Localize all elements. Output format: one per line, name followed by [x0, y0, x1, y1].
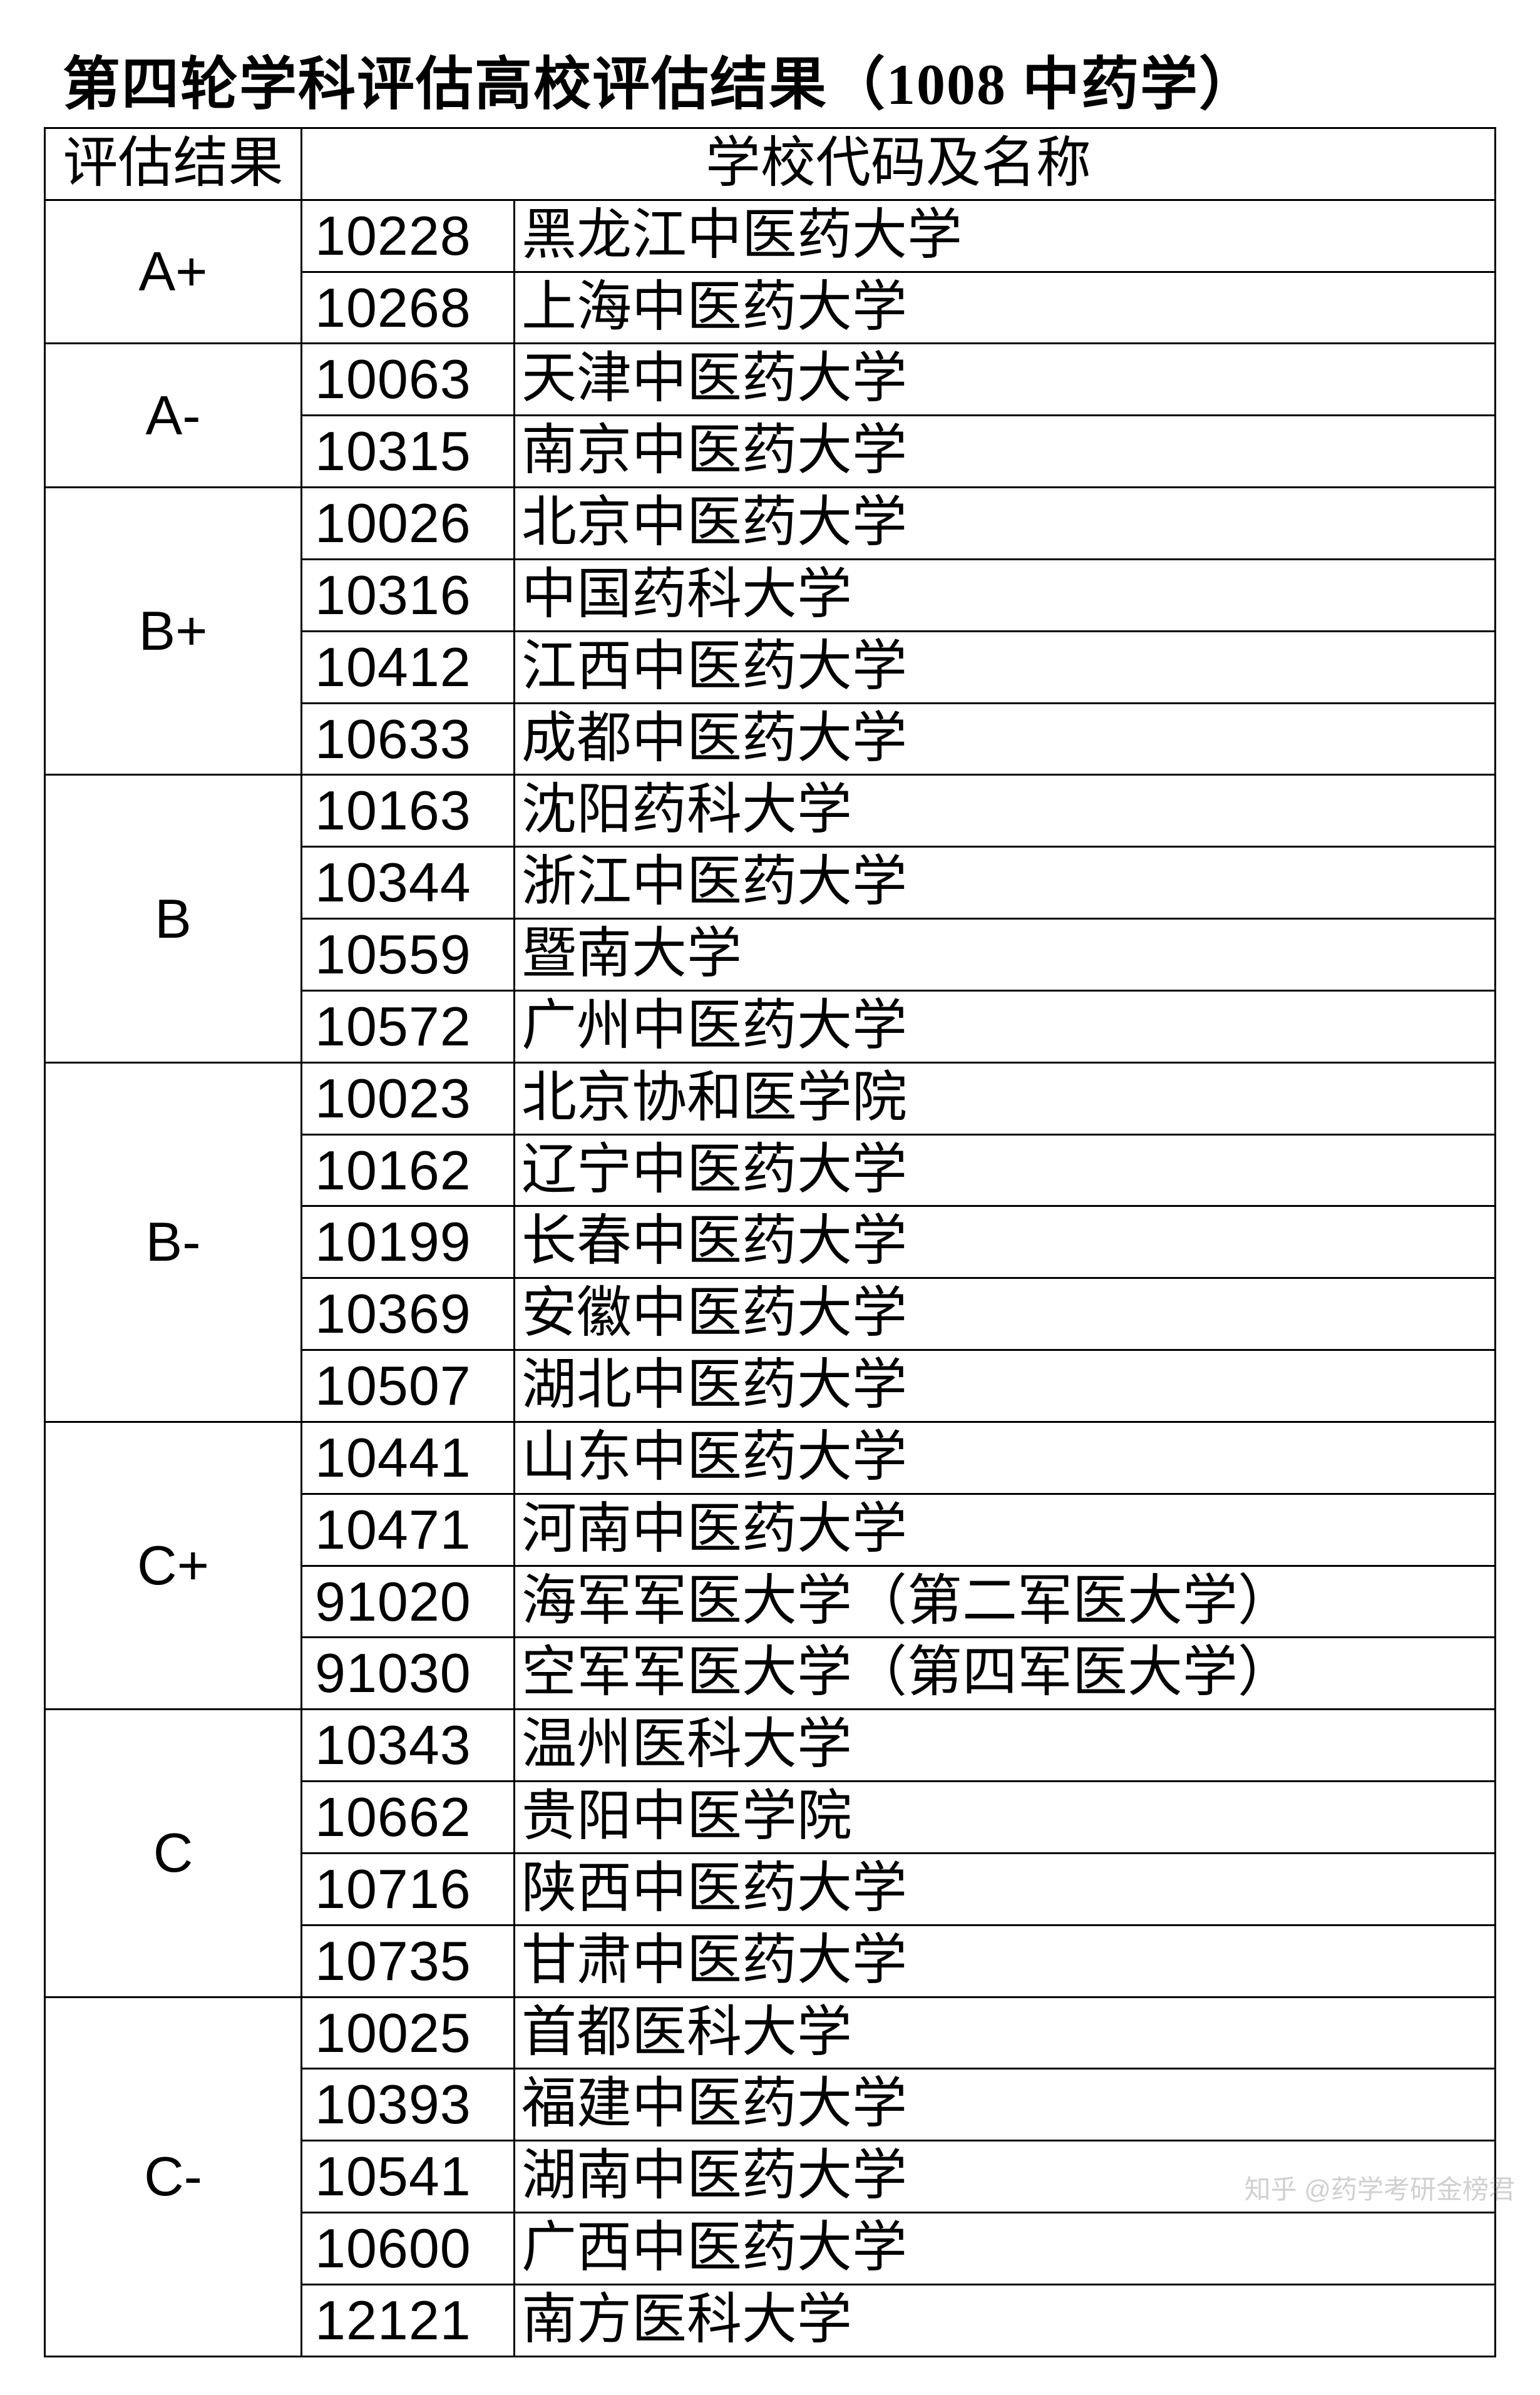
- code-cell: 10163: [302, 775, 515, 847]
- table-row: C10343温州医科大学: [45, 1710, 1496, 1782]
- evaluation-table: 评估结果 学校代码及名称 A+10228黑龙江中医药大学10268上海中医药大学…: [44, 127, 1496, 2357]
- table-row: B+10026北京中医药大学: [45, 488, 1496, 560]
- name-cell: 贵阳中医学院: [515, 1782, 1496, 1854]
- name-cell: 广西中医药大学: [515, 2213, 1496, 2285]
- code-cell: 10025: [302, 1997, 515, 2069]
- table-header-row: 评估结果 学校代码及名称: [45, 128, 1496, 200]
- name-cell: 山东中医药大学: [515, 1422, 1496, 1494]
- name-cell: 北京协和医学院: [515, 1062, 1496, 1134]
- code-cell: 10369: [302, 1278, 515, 1350]
- grade-cell: C-: [45, 1997, 302, 2356]
- name-cell: 首都医科大学: [515, 1997, 1496, 2069]
- code-cell: 10507: [302, 1350, 515, 1422]
- grade-cell: A+: [45, 200, 302, 344]
- name-cell: 温州医科大学: [515, 1710, 1496, 1782]
- code-cell: 10268: [302, 272, 515, 344]
- name-cell: 上海中医药大学: [515, 272, 1496, 344]
- table-row: A+10228黑龙江中医药大学: [45, 200, 1496, 272]
- table-row: C-10025首都医科大学: [45, 1997, 1496, 2069]
- code-cell: 10315: [302, 416, 515, 488]
- table-row: B10163沈阳药科大学: [45, 775, 1496, 847]
- name-cell: 辽宁中医药大学: [515, 1134, 1496, 1206]
- code-cell: 10316: [302, 559, 515, 631]
- code-cell: 10343: [302, 1710, 515, 1782]
- name-cell: 湖北中医药大学: [515, 1350, 1496, 1422]
- name-cell: 北京中医药大学: [515, 488, 1496, 560]
- name-cell: 中国药科大学: [515, 559, 1496, 631]
- code-cell: 10023: [302, 1062, 515, 1134]
- grade-cell: B: [45, 775, 302, 1062]
- name-cell: 陕西中医药大学: [515, 1853, 1496, 1925]
- name-cell: 南方医科大学: [515, 2284, 1496, 2356]
- name-cell: 天津中医药大学: [515, 344, 1496, 416]
- code-cell: 10162: [302, 1134, 515, 1206]
- header-school: 学校代码及名称: [302, 128, 1496, 200]
- code-cell: 10735: [302, 1925, 515, 1997]
- grade-cell: B+: [45, 488, 302, 775]
- code-cell: 10412: [302, 631, 515, 703]
- name-cell: 空军军医大学（第四军医大学）: [515, 1638, 1496, 1710]
- watermark-text: 知乎 @药学考研金榜君: [1245, 2168, 1515, 2207]
- code-cell: 10662: [302, 1782, 515, 1854]
- grade-cell: C: [45, 1710, 302, 1997]
- code-cell: 10063: [302, 344, 515, 416]
- code-cell: 12121: [302, 2284, 515, 2356]
- code-cell: 91030: [302, 1638, 515, 1710]
- code-cell: 10228: [302, 200, 515, 272]
- name-cell: 南京中医药大学: [515, 416, 1496, 488]
- code-cell: 10441: [302, 1422, 515, 1494]
- code-cell: 10541: [302, 2141, 515, 2213]
- code-cell: 10559: [302, 919, 515, 991]
- name-cell: 浙江中医药大学: [515, 847, 1496, 919]
- name-cell: 河南中医药大学: [515, 1494, 1496, 1566]
- code-cell: 10716: [302, 1853, 515, 1925]
- name-cell: 暨南大学: [515, 919, 1496, 991]
- name-cell: 广州中医药大学: [515, 990, 1496, 1062]
- table-row: C+10441山东中医药大学: [45, 1422, 1496, 1494]
- code-cell: 10600: [302, 2213, 515, 2285]
- grade-cell: B-: [45, 1062, 302, 1422]
- name-cell: 海军军医大学（第二军医大学）: [515, 1566, 1496, 1638]
- grade-cell: A-: [45, 344, 302, 488]
- code-cell: 10026: [302, 488, 515, 560]
- name-cell: 江西中医药大学: [515, 631, 1496, 703]
- name-cell: 沈阳药科大学: [515, 775, 1496, 847]
- name-cell: 福建中医药大学: [515, 2069, 1496, 2141]
- name-cell: 安徽中医药大学: [515, 1278, 1496, 1350]
- page-title: 第四轮学科评估高校评估结果（1008 中药学）: [44, 38, 1496, 121]
- code-cell: 10344: [302, 847, 515, 919]
- code-cell: 10393: [302, 2069, 515, 2141]
- name-cell: 甘肃中医药大学: [515, 1925, 1496, 1997]
- code-cell: 10572: [302, 990, 515, 1062]
- code-cell: 10633: [302, 703, 515, 775]
- grade-cell: C+: [45, 1422, 302, 1709]
- code-cell: 91020: [302, 1566, 515, 1638]
- name-cell: 黑龙江中医药大学: [515, 200, 1496, 272]
- code-cell: 10199: [302, 1206, 515, 1278]
- table-row: A-10063天津中医药大学: [45, 344, 1496, 416]
- code-cell: 10471: [302, 1494, 515, 1566]
- name-cell: 成都中医药大学: [515, 703, 1496, 775]
- table-body: A+10228黑龙江中医药大学10268上海中医药大学A-10063天津中医药大…: [45, 200, 1496, 2356]
- table-row: B-10023北京协和医学院: [45, 1062, 1496, 1134]
- header-grade: 评估结果: [45, 128, 302, 200]
- name-cell: 长春中医药大学: [515, 1206, 1496, 1278]
